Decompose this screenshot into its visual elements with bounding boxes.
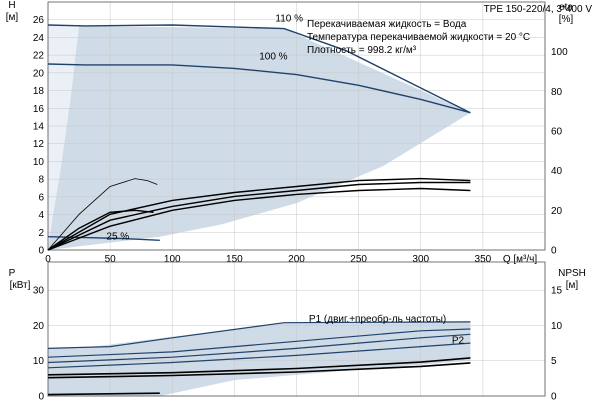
y-left-tick-label: 2 bbox=[38, 228, 44, 239]
power-series-line-0 bbox=[47, 321, 471, 349]
series-line-7 bbox=[47, 187, 471, 251]
power-series-line-1 bbox=[47, 328, 471, 358]
y-left-tick-label: 22 bbox=[33, 51, 45, 62]
power-series-line-5 bbox=[47, 362, 471, 379]
p-tick-label: 10 bbox=[33, 356, 45, 367]
y-right-axis-unit: [%] bbox=[559, 14, 574, 25]
y-right-tick-label: 40 bbox=[551, 166, 563, 177]
series-line-3 bbox=[47, 178, 158, 251]
y-left-axis-unit: [м] bbox=[6, 12, 19, 23]
y-left-tick-label: 10 bbox=[33, 157, 45, 168]
y-right-tick-label: 20 bbox=[551, 206, 563, 217]
npsh-tick-label: 15 bbox=[551, 286, 563, 297]
operating-range-edge-area bbox=[48, 25, 80, 251]
y-left-tick-label: 16 bbox=[33, 104, 45, 115]
y-left-tick-label: 26 bbox=[33, 15, 45, 26]
x-axis-label: Q [м³/ч] bbox=[503, 254, 538, 265]
x-tick-label: 150 bbox=[226, 254, 243, 265]
x-tick-label: 300 bbox=[412, 254, 429, 265]
p1-curve-label: P1 (двиг.+преобр-ль частоты) bbox=[309, 313, 446, 325]
head-efficiency-plot: 0 50 100 150 200 250 300 3500246810121416182022… bbox=[6, 0, 574, 265]
x-tick-label: 100 bbox=[164, 254, 181, 265]
x-tick-label: 250 bbox=[350, 254, 367, 265]
pump-model-label: TPE 150-220/4, 3*400 V bbox=[484, 4, 593, 15]
npsh-tick-label: 10 bbox=[551, 321, 563, 332]
p-tick-label: 30 bbox=[33, 286, 45, 297]
y-left-tick-label: 8 bbox=[38, 175, 44, 186]
temperature-info-line: Температура перекачиваемой жидкости = 20… bbox=[307, 32, 530, 43]
y-right-tick-label: 100 bbox=[551, 47, 568, 58]
x-tick-label: 0 bbox=[45, 254, 51, 265]
y-left-tick-label: 14 bbox=[33, 122, 45, 133]
p2-curve-label: P2 bbox=[452, 335, 465, 346]
power-npsh-plot: 0 10 20 30 0 5 10 15 P[кВт] NPSH[м] P1 (двиг.+прео… bbox=[9, 261, 586, 403]
y-left-tick-label: 6 bbox=[38, 192, 44, 203]
curve-label-100: 100 % bbox=[259, 52, 287, 63]
y-right-axis-label: eta bbox=[559, 2, 573, 13]
power-series-line-3 bbox=[47, 342, 471, 369]
fluid-info-line: Перекачиваемая жидкость = Вода bbox=[307, 19, 467, 30]
power-series-line-4 bbox=[47, 357, 471, 376]
y-left-tick-label: 24 bbox=[33, 33, 45, 44]
curve-label-25: 25 % bbox=[106, 232, 129, 243]
npsh-tick-label: 5 bbox=[551, 356, 557, 367]
y-left-axis-label: H bbox=[8, 0, 15, 11]
y-left-tick-label: 0 bbox=[38, 246, 44, 257]
series-line-5 bbox=[47, 177, 471, 251]
bottom-plot-frame bbox=[47, 261, 546, 397]
x-tick-label: 350 bbox=[475, 254, 492, 265]
density-info-line: Плотность = 998.2 кг/м³ bbox=[307, 45, 417, 56]
y-right-tick-label: 0 bbox=[551, 246, 557, 257]
y-left-tick-label: 12 bbox=[33, 139, 45, 150]
y-left-tick-label: 18 bbox=[33, 86, 45, 97]
p-axis-unit: [кВт] bbox=[10, 280, 31, 291]
y-left-tick-label: 4 bbox=[38, 210, 44, 221]
npsh-axis-unit: [м] bbox=[566, 280, 579, 291]
y-right-tick-label: 60 bbox=[551, 126, 563, 137]
series-line-6 bbox=[47, 181, 471, 251]
p-tick-label: 0 bbox=[38, 392, 44, 401]
x-tick-label: 50 bbox=[105, 254, 117, 265]
power-series-line-6 bbox=[47, 392, 160, 396]
y-right-tick-label: 80 bbox=[551, 87, 563, 98]
npsh-tick-label: 0 bbox=[551, 392, 557, 401]
y-left-tick-label: 20 bbox=[33, 68, 45, 79]
series-line-4 bbox=[47, 209, 154, 251]
power-operating-range-area bbox=[48, 321, 471, 396]
p-axis-label: P bbox=[9, 268, 16, 279]
npsh-axis-label: NPSH bbox=[558, 268, 586, 279]
series-line-1 bbox=[47, 63, 471, 114]
x-tick-label: 200 bbox=[288, 254, 305, 265]
power-series-line-2 bbox=[47, 333, 471, 364]
operating-range-area bbox=[48, 25, 471, 250]
curve-label-110: 110 % bbox=[275, 13, 303, 24]
p-tick-label: 20 bbox=[33, 321, 45, 332]
top-plot-frame bbox=[47, 1, 546, 251]
series-line-0 bbox=[47, 24, 471, 114]
